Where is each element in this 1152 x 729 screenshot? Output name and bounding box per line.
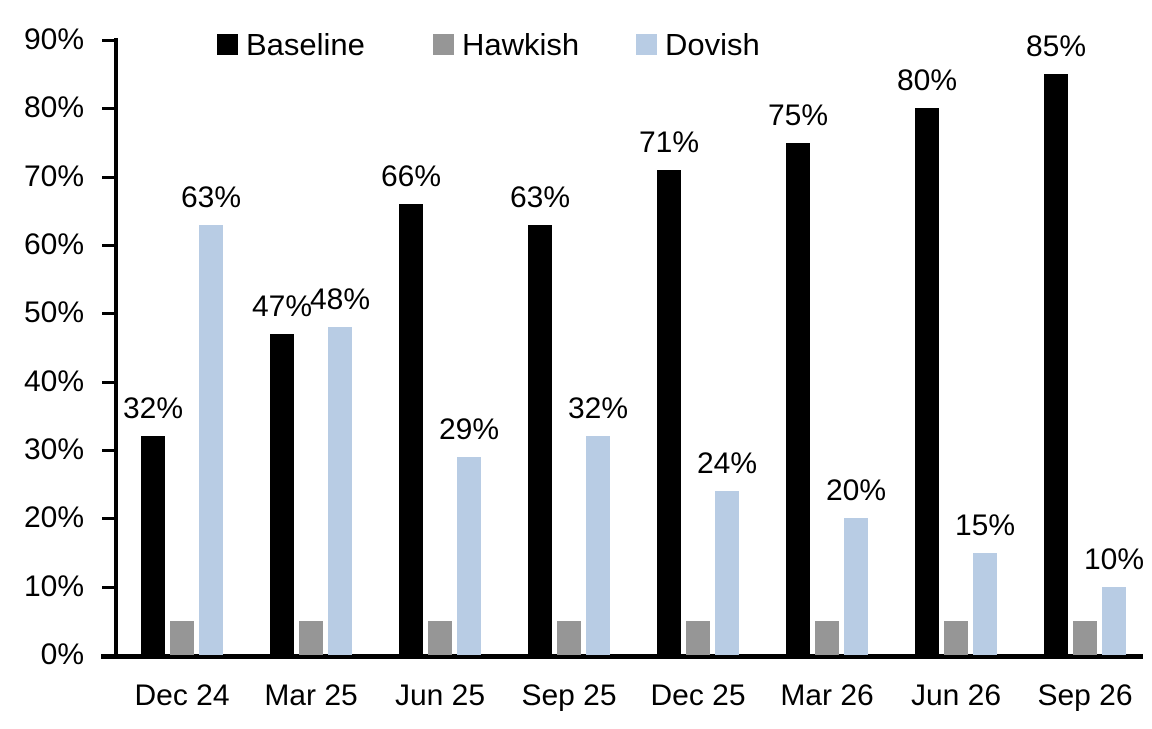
bar-hawkish-jun-25 bbox=[428, 620, 452, 655]
bar-baseline-mar-26 bbox=[786, 142, 810, 655]
x-axis-tick-label: Jun 26 bbox=[910, 679, 1002, 712]
bar-baseline-jun-25 bbox=[399, 204, 423, 655]
y-axis-tick bbox=[102, 107, 118, 111]
bar-dovish-jun-25 bbox=[457, 456, 481, 655]
legend-item-dovish: Dovish bbox=[636, 26, 760, 62]
bar-dovish-dec-24 bbox=[199, 224, 223, 655]
bar-baseline-sep-26 bbox=[1044, 74, 1068, 655]
x-axis-tick-label: Sep 26 bbox=[1037, 679, 1133, 712]
x-axis-tick-label: Sep 25 bbox=[521, 679, 617, 712]
bar-dovish-sep-26 bbox=[1102, 586, 1126, 655]
y-axis-tick-label: 40% bbox=[23, 364, 84, 398]
y-axis-tick-label: 90% bbox=[23, 23, 84, 56]
bar-value-label: 63% bbox=[509, 180, 571, 214]
y-axis-tick bbox=[102, 449, 118, 452]
legend-swatch-hawkish bbox=[433, 33, 454, 55]
y-axis-tick-label: 50% bbox=[23, 296, 84, 330]
bar-baseline-jun-26 bbox=[915, 108, 939, 655]
bar-value-label: 47% bbox=[251, 289, 313, 323]
bar-hawkish-dec-24 bbox=[170, 620, 194, 655]
bar-baseline-dec-25 bbox=[657, 169, 681, 655]
y-axis-tick bbox=[102, 175, 118, 179]
legend-swatch-baseline bbox=[217, 33, 238, 55]
bar-dovish-dec-25 bbox=[715, 491, 739, 655]
legend-label: Baseline bbox=[246, 26, 365, 62]
legend-label: Hawkish bbox=[462, 26, 580, 62]
legend-item-baseline: Baseline bbox=[217, 26, 365, 62]
legend-label: Dovish bbox=[665, 26, 760, 62]
x-axis-tick-label: Mar 25 bbox=[264, 679, 358, 712]
bar-value-label: 32% bbox=[122, 392, 184, 426]
y-axis-tick-label: 10% bbox=[23, 569, 84, 603]
y-axis-tick-label: 0% bbox=[40, 638, 84, 671]
bar-hawkish-sep-25 bbox=[557, 620, 581, 655]
bar-dovish-jun-26 bbox=[973, 552, 997, 655]
x-axis-tick-label: Dec 24 bbox=[134, 679, 230, 712]
bar-hawkish-jun-26 bbox=[944, 620, 968, 655]
bar-value-label: 75% bbox=[767, 98, 829, 132]
y-axis-line bbox=[114, 38, 118, 659]
bar-value-label: 66% bbox=[380, 160, 442, 193]
bar-dovish-mar-25 bbox=[328, 327, 352, 655]
y-axis-tick-label: 80% bbox=[23, 91, 84, 125]
bar-baseline-mar-25 bbox=[270, 333, 294, 655]
bar-hawkish-dec-25 bbox=[686, 620, 710, 655]
x-axis-line bbox=[101, 654, 1143, 659]
y-axis-tick bbox=[102, 244, 118, 247]
bar-hawkish-sep-26 bbox=[1073, 620, 1097, 655]
bar-hawkish-mar-25 bbox=[299, 620, 323, 655]
bar-value-label: 10% bbox=[1083, 542, 1145, 576]
bar-value-label: 85% bbox=[1025, 30, 1087, 64]
bar-dovish-sep-25 bbox=[586, 436, 610, 655]
y-axis-tick bbox=[102, 39, 118, 42]
bar-value-label: 20% bbox=[825, 474, 887, 508]
y-axis-tick-label: 70% bbox=[23, 159, 84, 193]
bar-hawkish-mar-26 bbox=[815, 620, 839, 655]
bar-value-label: 15% bbox=[954, 508, 1016, 542]
bar-dovish-mar-26 bbox=[844, 518, 868, 655]
y-axis-tick-label: 60% bbox=[23, 228, 84, 261]
bar-value-label: 80% bbox=[896, 64, 958, 98]
y-axis-tick bbox=[102, 585, 118, 589]
legend-swatch-dovish bbox=[636, 33, 657, 55]
x-axis-tick-label: Jun 25 bbox=[394, 679, 486, 712]
bar-value-label: 71% bbox=[638, 125, 700, 159]
bar-value-label: 32% bbox=[567, 392, 629, 426]
x-axis-tick-label: Mar 26 bbox=[780, 679, 874, 712]
y-axis-tick-label: 20% bbox=[23, 501, 84, 535]
x-axis-tick-label: Dec 25 bbox=[650, 679, 746, 712]
bar-value-label: 48% bbox=[309, 283, 371, 316]
y-axis-tick bbox=[102, 380, 118, 384]
legend-item-hawkish: Hawkish bbox=[433, 26, 580, 62]
y-axis-tick bbox=[102, 517, 118, 521]
y-axis-tick bbox=[102, 312, 118, 316]
bar-value-label: 63% bbox=[180, 180, 242, 214]
bar-baseline-sep-25 bbox=[528, 224, 552, 655]
bar-value-label: 24% bbox=[696, 447, 758, 480]
y-axis-tick-label: 30% bbox=[23, 433, 84, 466]
bar-baseline-dec-24 bbox=[141, 436, 165, 655]
bar-value-label: 29% bbox=[438, 412, 500, 446]
